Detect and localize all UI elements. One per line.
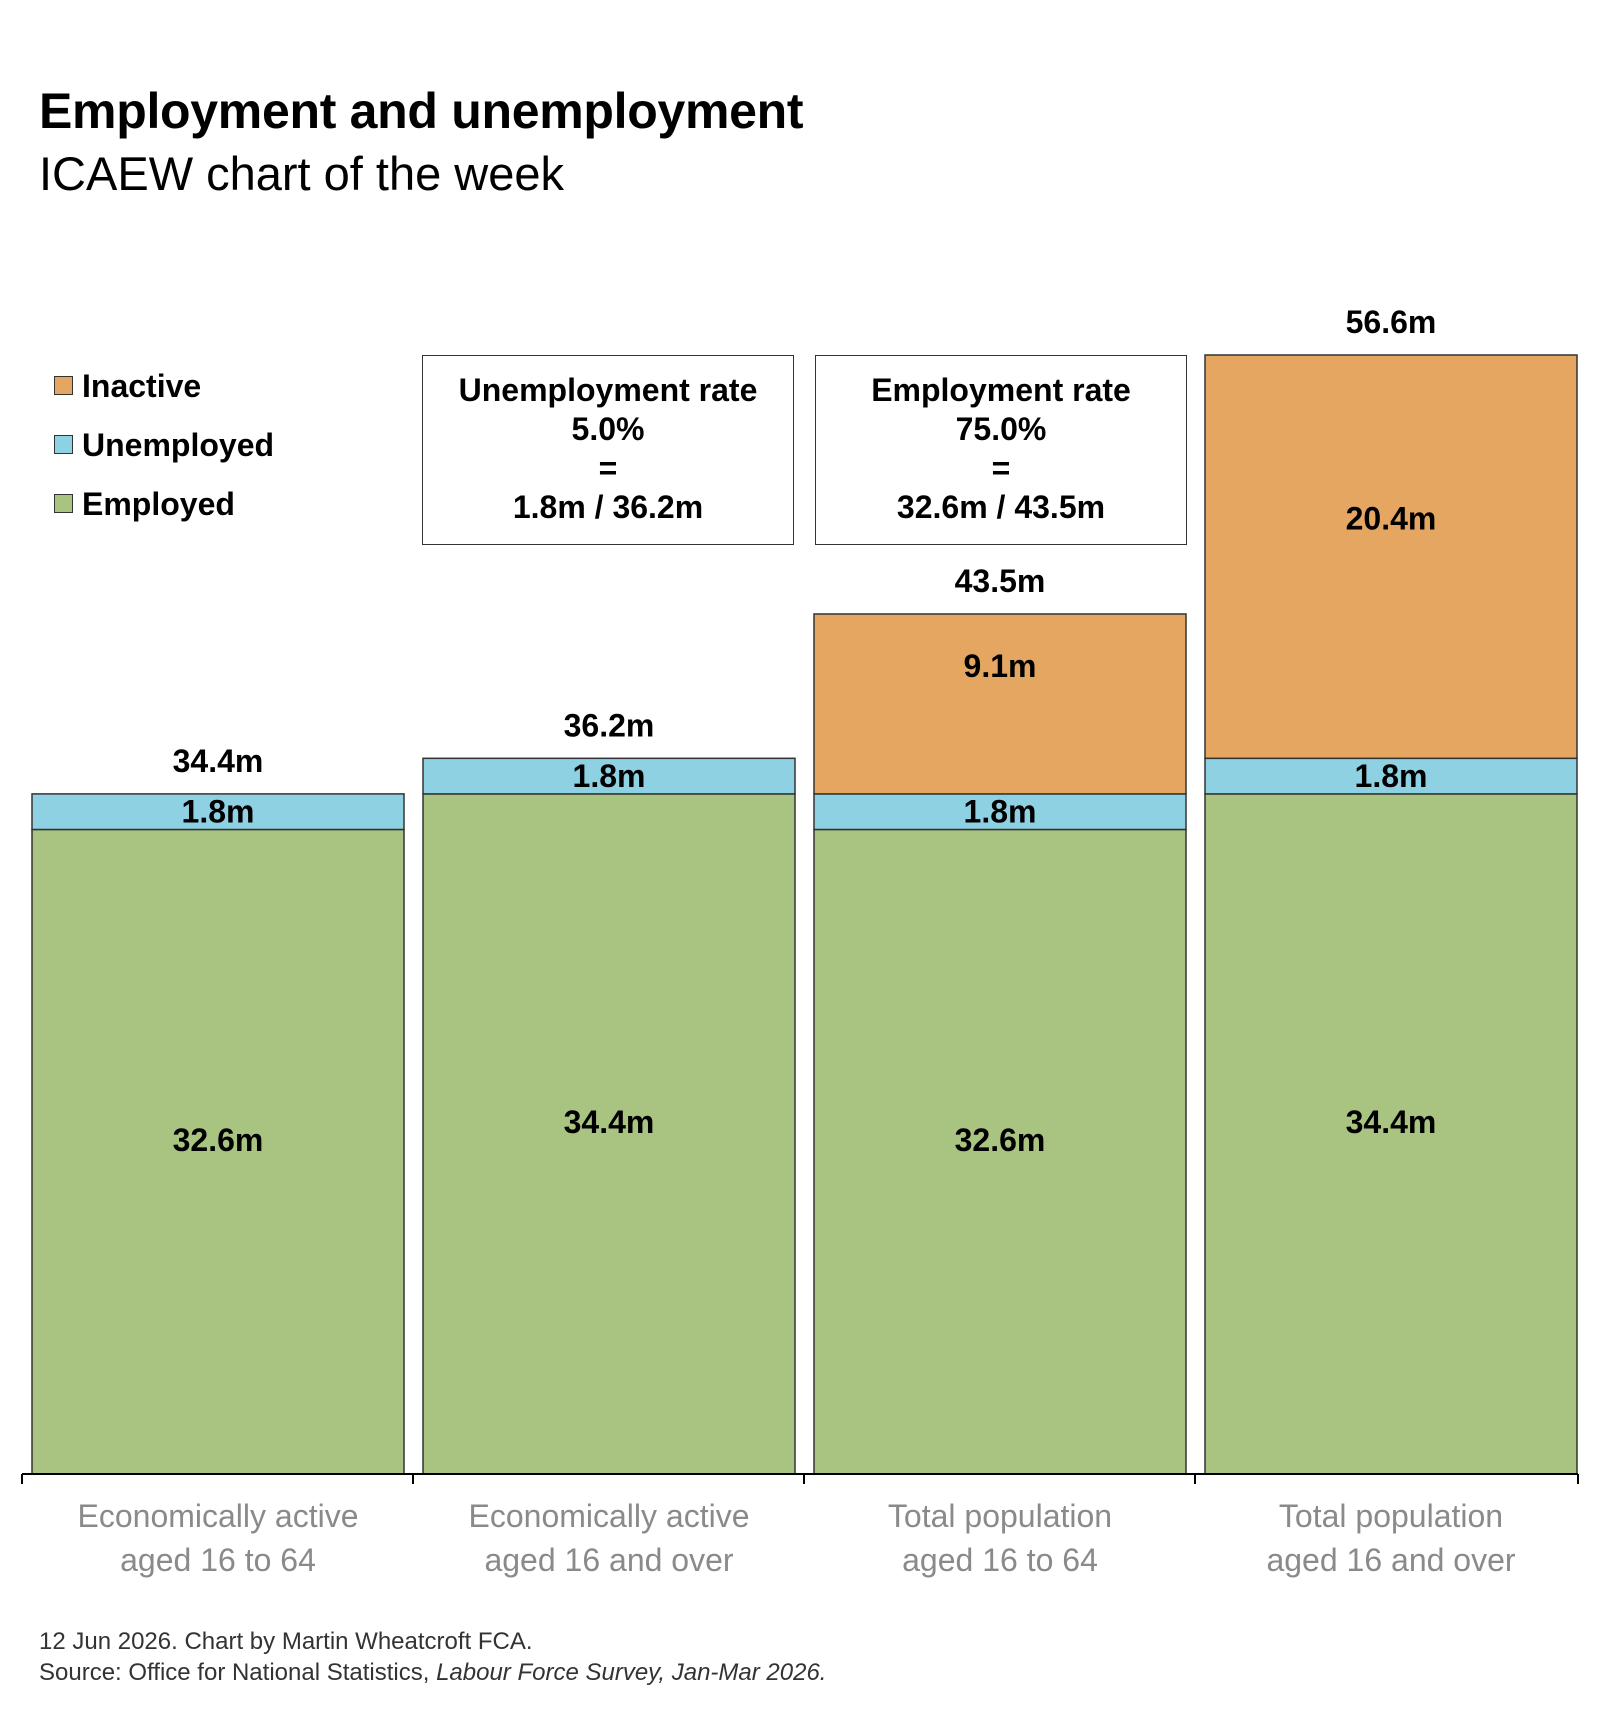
legend-label-employed: Employed [82,486,235,522]
employment-rate-formula: 32.6m / 43.5m [896,489,1106,525]
category-label-1-line-2: aged 16 to 64 [120,1542,316,1578]
labels-group: 32.6m 1.8m 34.4m Economically active aged 16… [78,304,1516,1578]
unemployment-rate-title: Unemployment rate [458,372,758,408]
bar-segment-employed-2 [422,793,796,1475]
category-label-1-line-1: Economically active [78,1498,359,1534]
legend-swatch-unemployed [54,435,73,454]
bar-segment-inactive-4 [1204,354,1578,760]
bar-segment-unemployed-1 [31,793,405,831]
legend-label-unemployed: Unemployed [82,427,275,463]
total-label-3: 43.5m [955,563,1046,599]
bar-segment-employed-1 [31,828,405,1475]
employment-rate-title: Employment rate [871,372,1131,408]
employment-rate-equals: = [991,450,1011,486]
category-label-2-line-1: Economically active [469,1498,750,1534]
legend-item-inactive: Inactive [54,366,274,425]
category-label-3-line-1: Total population [888,1498,1112,1534]
legend-swatch-inactive [54,376,73,395]
total-label-2: 36.2m [564,707,655,743]
x-axis [21,1473,1579,1484]
data-label-unemployed-2: 1.8m [573,758,646,794]
category-label-4-line-1: Total population [1279,1498,1503,1534]
data-label-inactive-4: 20.4m [1346,501,1437,537]
bar-segment-unemployed-3 [813,793,1187,831]
data-label-unemployed-1: 1.8m [182,794,255,830]
unemployment-rate-equals: = [598,450,618,486]
data-label-unemployed-3: 1.8m [964,794,1037,830]
legend-item-unemployed: Unemployed [54,425,274,484]
data-label-employed-3: 32.6m [955,1122,1046,1158]
category-label-4-line-2: aged 16 and over [1266,1542,1515,1578]
bar-segment-unemployed-2 [422,757,796,795]
bar-segment-employed-3 [813,828,1187,1475]
category-label-3-line-2: aged 16 to 64 [902,1542,1098,1578]
unemployment-rate-formula: 1.8m / 36.2m [512,489,704,525]
chart-title: Employment and unemployment [39,83,804,139]
data-label-employed-4: 34.4m [1346,1104,1437,1140]
data-label-employed-2: 34.4m [564,1104,655,1140]
legend-item-employed: Employed [54,484,274,543]
footer-source-italic: Labour Force Survey, Jan-Mar 2026. [436,1659,827,1686]
unemployment-rate-value: 5.0% [571,411,645,447]
employment-rate-value: 75.0% [955,411,1047,447]
bar-segment-employed-4 [1204,793,1578,1475]
footer: 12 Jun 2026. Chart by Martin Wheatcroft … [39,1626,826,1688]
employment-rate-box: Employment rate 75.0% = 32.6m / 43.5m [815,355,1187,545]
data-label-unemployed-4: 1.8m [1355,758,1428,794]
total-label-1: 34.4m [173,743,264,779]
category-label-2-line-2: aged 16 and over [484,1542,733,1578]
data-label-employed-1: 32.6m [173,1122,264,1158]
unemployment-rate-box: Unemployment rate 5.0% = 1.8m / 36.2m [422,355,794,545]
legend-swatch-employed [54,494,73,513]
chart-subtitle: ICAEW chart of the week [39,147,565,200]
footer-credit: 12 Jun 2026. Chart by Martin Wheatcroft … [39,1628,533,1655]
legend: Inactive Unemployed Employed [54,366,274,543]
data-label-inactive-3: 9.1m [964,648,1037,684]
footer-source-prefix: Source: Office for National Statistics, [39,1659,437,1686]
total-label-4: 56.6m [1346,304,1437,340]
footer-source: Source: Office for National Statistics, … [39,1657,826,1688]
bar-segment-inactive-3 [813,613,1187,795]
legend-label-inactive: Inactive [82,368,202,404]
bars-group [31,354,1578,1475]
